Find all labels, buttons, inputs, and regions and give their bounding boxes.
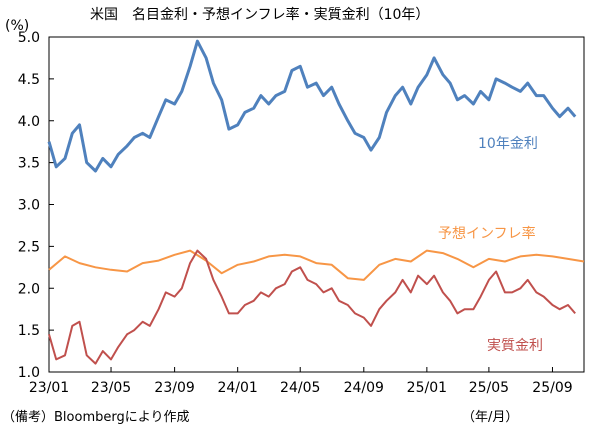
y-tick-label: 5.0 bbox=[18, 30, 40, 46]
chart-title: 米国 名目金利・予想インフレ率・実質金利（10年） bbox=[90, 6, 429, 23]
series-line-nominal-10y bbox=[47, 39, 577, 173]
y-tick-label: 1.0 bbox=[18, 365, 40, 381]
y-tick-label: 2.5 bbox=[18, 239, 40, 255]
series-label-inflation: 予想インフレ率 bbox=[438, 225, 536, 242]
series-label-real: 実質金利 bbox=[487, 338, 543, 354]
y-tick-label: 4.0 bbox=[18, 114, 40, 130]
x-tick-label: 25/05 bbox=[469, 380, 509, 396]
y-tick-label: 1.5 bbox=[18, 323, 40, 339]
y-tick-label: 4.5 bbox=[18, 72, 40, 88]
x-tick-label: 23/05 bbox=[91, 380, 131, 396]
x-tick-label: 24/09 bbox=[344, 380, 384, 396]
series-lines bbox=[47, 39, 585, 365]
plot-frame bbox=[48, 36, 585, 373]
y-tick-label: 2.0 bbox=[18, 281, 40, 297]
y-tick-label: 3.5 bbox=[18, 156, 40, 172]
x-tick-label: 23/09 bbox=[154, 380, 194, 396]
source-note: （備考）Bloombergにより作成 bbox=[2, 409, 189, 425]
y-axis: 1.0 1.5 2.0 2.5 3.0 3.5 4.0 4.5 5.0 bbox=[18, 30, 54, 381]
y-unit-label: (%) bbox=[5, 18, 29, 34]
x-tick-label: 24/01 bbox=[217, 380, 257, 396]
x-axis: 23/01 23/05 23/09 24/01 24/05 24/09 25/01 25/05… bbox=[29, 367, 573, 396]
x-tick-label: 25/01 bbox=[407, 380, 447, 396]
series-line-real-rate bbox=[48, 249, 576, 365]
x-tick-label: 25/09 bbox=[532, 380, 572, 396]
series-label-nominal: 10年金利 bbox=[478, 136, 538, 152]
series-line-inflation-expectation bbox=[48, 249, 585, 281]
x-tick-label: 23/01 bbox=[29, 380, 69, 396]
x-unit-label: （年/月） bbox=[462, 410, 518, 425]
plot-area bbox=[48, 36, 585, 373]
x-tick-label: 24/05 bbox=[280, 380, 320, 396]
y-tick-label: 3.0 bbox=[18, 198, 40, 214]
